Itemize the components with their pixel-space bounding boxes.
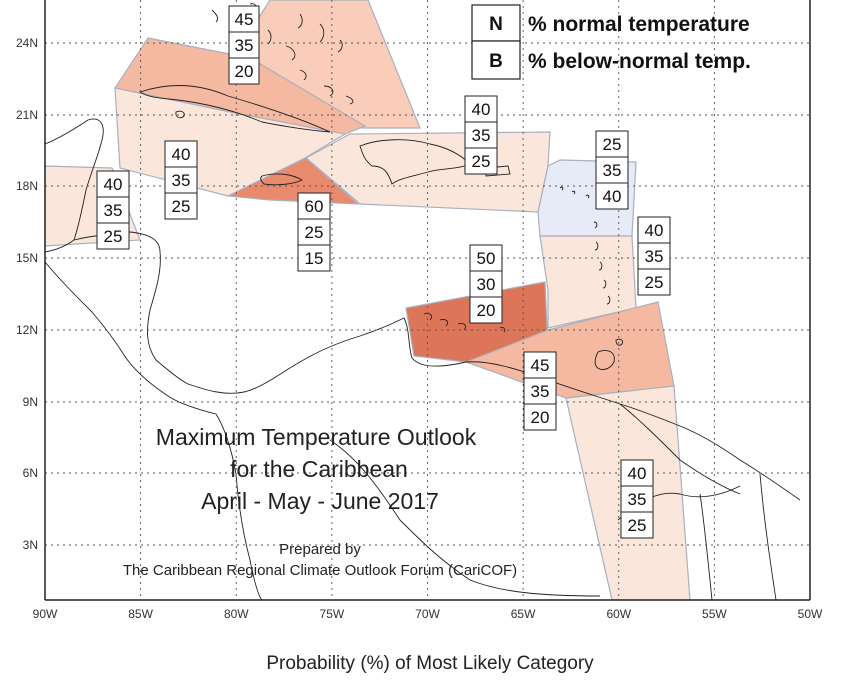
prob-box-hispaniola: 40 35 25	[464, 95, 498, 175]
prob-normal: 35	[472, 126, 491, 145]
prob-below: 25	[645, 273, 664, 292]
prob-above: 25	[603, 135, 622, 154]
lat-tick-labels: 24N 21N 18N 15N 12N 9N 6N 3N	[16, 36, 38, 552]
probability-boxes: 45 35 20 40 35 25 40 35 25 60 25 15 40 3…	[96, 5, 671, 539]
lon-tick-labels: 90W 85W 80W 75W 70W 65W 60W 55W 50W	[33, 607, 823, 621]
prob-normal: 30	[477, 275, 496, 294]
legend-key-letter: B	[489, 51, 503, 72]
lon-tick: 50W	[798, 607, 823, 621]
prob-below: 20	[235, 62, 254, 81]
legend: N % normal temperature B % below-normal …	[471, 4, 751, 80]
lat-tick: 12N	[16, 323, 38, 337]
lat-tick: 9N	[23, 395, 38, 409]
prob-normal: 35	[645, 247, 664, 266]
organization: The Caribbean Regional Climate Outlook F…	[123, 562, 517, 579]
prob-box-bahamas: 45 35 20	[228, 5, 260, 85]
lon-tick: 60W	[606, 607, 631, 621]
lon-tick: 55W	[702, 607, 727, 621]
prob-above: 45	[235, 10, 254, 29]
legend-key-normal: N	[471, 4, 521, 42]
lat-tick: 15N	[16, 251, 38, 265]
prob-box-trinidad: 45 35 20	[523, 351, 557, 431]
prob-normal: 35	[531, 382, 550, 401]
map-title: Maximum Temperature Outlook for the Cari…	[123, 424, 517, 579]
axis-frame	[44, 0, 811, 601]
legend-label-normal: % normal temperature	[528, 13, 750, 36]
prob-normal: 35	[603, 161, 622, 180]
prob-normal: 25	[305, 223, 324, 242]
zone-windward	[539, 235, 637, 329]
lat-tick: 24N	[16, 36, 38, 50]
prob-above: 40	[104, 175, 123, 194]
prob-below: 20	[531, 408, 550, 427]
lon-tick: 90W	[33, 607, 58, 621]
prob-below: 25	[472, 152, 491, 171]
title-line-3: April - May - June 2017	[201, 488, 439, 514]
lon-tick: 65W	[511, 607, 536, 621]
prob-box-cuba: 40 35 25	[164, 140, 198, 220]
title-line-1: Maximum Temperature Outlook	[156, 424, 477, 450]
prob-normal: 35	[172, 171, 191, 190]
prob-below: 40	[603, 187, 622, 206]
legend-key-letter: N	[489, 14, 503, 35]
legend-key-below: B	[471, 40, 521, 80]
prob-box-abc: 50 30 20	[469, 244, 503, 324]
prob-box-belize: 40 35 25	[96, 170, 130, 250]
prob-above: 40	[628, 464, 647, 483]
prob-normal: 35	[235, 36, 254, 55]
prob-above: 40	[472, 100, 491, 119]
lat-tick: 21N	[16, 108, 38, 122]
prob-box-windward: 40 35 25	[637, 216, 671, 296]
prob-box-leeward: 25 35 40	[595, 130, 629, 210]
prepared-by: Prepared by	[279, 541, 361, 558]
prob-below: 25	[104, 227, 123, 246]
lon-tick: 75W	[320, 607, 345, 621]
caption: Probability (%) of Most Likely Category	[266, 653, 594, 674]
prob-above: 45	[531, 356, 550, 375]
prob-normal: 35	[628, 490, 647, 509]
prob-above: 40	[645, 221, 664, 240]
legend-label-below: % below-normal temp.	[528, 50, 751, 73]
prob-below: 25	[172, 197, 191, 216]
prob-box-jamaica: 60 25 15	[297, 192, 331, 272]
lat-tick: 18N	[16, 179, 38, 193]
coastlines	[44, 3, 801, 601]
graticule	[45, 0, 810, 600]
lat-tick: 3N	[23, 538, 38, 552]
prob-above: 60	[305, 197, 324, 216]
lon-tick: 85W	[128, 607, 153, 621]
prob-above: 50	[477, 249, 496, 268]
prob-below: 25	[628, 516, 647, 535]
lat-tick: 6N	[23, 466, 38, 480]
prob-normal: 35	[104, 201, 123, 220]
prob-box-guianas: 40 35 25	[620, 459, 654, 539]
prob-below: 15	[305, 249, 324, 268]
prob-above: 40	[172, 145, 191, 164]
lon-tick: 80W	[224, 607, 249, 621]
prob-below: 20	[477, 301, 496, 320]
lon-tick: 70W	[415, 607, 440, 621]
title-line-2: for the Caribbean	[230, 456, 408, 482]
